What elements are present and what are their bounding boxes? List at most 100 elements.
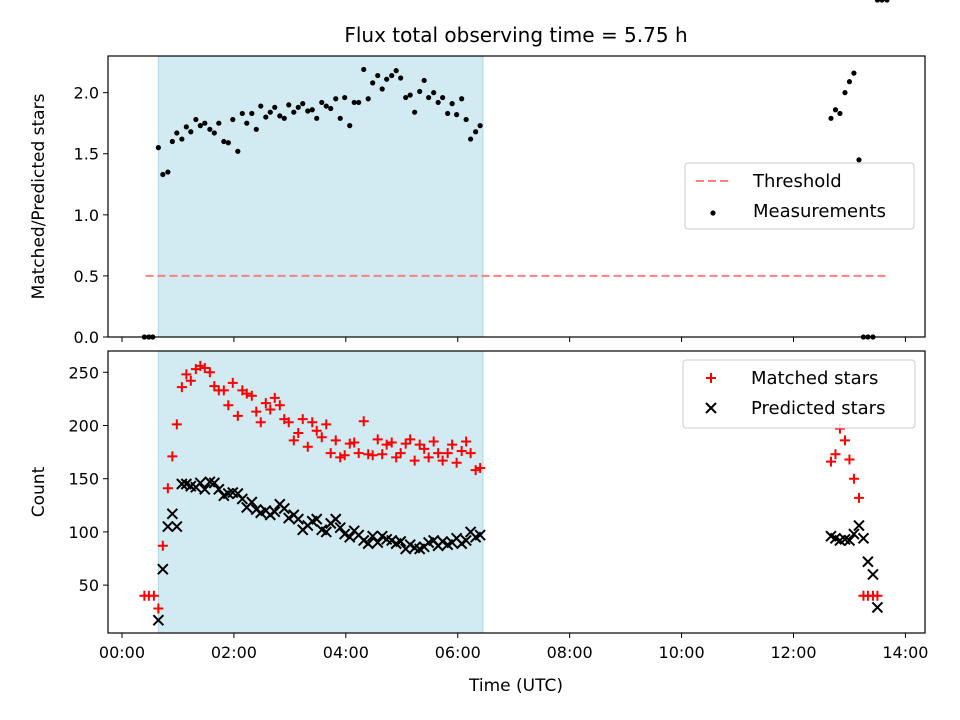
counts-observing-window <box>157 350 484 634</box>
measurements-point <box>207 126 213 132</box>
matched-stars-point <box>433 448 444 459</box>
predicted-stars-point <box>269 505 281 518</box>
matched-stars-point <box>363 449 374 460</box>
ratio-y-axis-label: Matched/Predicted stars <box>29 93 49 299</box>
measurements-point <box>253 126 259 132</box>
matched-stars-point <box>255 417 266 428</box>
measurements-point <box>230 116 236 123</box>
x-tick-label: 00:00 <box>99 643 145 662</box>
matched-stars-point <box>465 448 476 459</box>
measurements-point <box>197 123 203 129</box>
x-tick-label: 08:00 <box>547 643 593 662</box>
predicted-stars-point <box>848 528 860 540</box>
predicted-stars-point <box>171 520 183 533</box>
measurements-point <box>370 80 376 86</box>
predicted-stars-point <box>176 478 188 490</box>
measurements-point <box>174 130 180 136</box>
matched-stars-point <box>395 448 406 459</box>
ratio-window-rect <box>157 55 484 338</box>
predicted-stars-point <box>436 535 449 548</box>
measurements-point <box>155 145 161 151</box>
measurements-point <box>435 99 441 106</box>
x-axis-label: Time (UTC) <box>468 676 563 696</box>
threshold-legend-label: Threshold <box>752 171 842 192</box>
matched-stars-point <box>409 455 420 466</box>
matched-stars-point <box>232 410 243 421</box>
measurements-point <box>351 99 357 106</box>
matched-stars-point <box>185 375 196 386</box>
matched-stars-point <box>848 473 859 484</box>
matched-stars-point <box>269 392 280 403</box>
x-tick-label: 06:00 <box>435 643 481 662</box>
measurements-point <box>263 114 269 120</box>
ratio-legend-box <box>684 162 915 230</box>
counts-axes-frame <box>107 350 926 634</box>
measurements-point <box>449 101 455 107</box>
matched-stars-point <box>405 434 416 445</box>
measurements-point <box>874 0 881 3</box>
measurements-point <box>417 88 423 95</box>
measurements-point <box>249 110 255 117</box>
predicted-stars-point <box>853 519 865 532</box>
matched-stars-point <box>153 603 164 614</box>
matched-stars-point <box>437 455 448 466</box>
predicted-stars-point <box>338 528 351 540</box>
counts-y-tick-label: 250 <box>68 363 99 382</box>
ratio-axes-frame <box>107 55 926 338</box>
measurements-point <box>272 104 278 110</box>
predicted-stars-point <box>372 536 384 549</box>
matched-stars-point <box>447 439 458 450</box>
matched-stars-point <box>167 451 178 462</box>
matched-stars-point <box>825 456 836 467</box>
ratio-y-tick-label: 2.0 <box>74 84 99 103</box>
predicted-stars-point <box>283 512 295 524</box>
measurements-point <box>842 90 848 96</box>
measurements-point <box>459 96 465 102</box>
matched-stars-point <box>321 419 332 430</box>
predicted-stars-legend-label: Predicted stars <box>751 398 885 419</box>
matched-stars-legend-label: Matched stars <box>751 368 878 389</box>
matched-stars-point <box>283 417 294 428</box>
measurements-point <box>431 90 437 96</box>
matched-stars-point <box>344 438 355 449</box>
counts-legend: Matched stars Predicted stars <box>682 359 916 429</box>
measurements-point <box>179 136 185 142</box>
measurements-point <box>473 129 479 135</box>
measurements-point <box>828 115 834 121</box>
measurements-point <box>221 138 227 145</box>
measurements-point <box>379 86 385 92</box>
matched-stars-point <box>844 454 855 465</box>
predicted-stars-point <box>194 477 207 489</box>
matched-stars-point <box>176 382 187 393</box>
measurements-point <box>244 120 250 126</box>
measurements-point <box>309 107 315 113</box>
predicted-stars-point <box>236 493 249 505</box>
measurements-point <box>412 109 418 115</box>
counts-y-tick-label: 100 <box>68 523 99 542</box>
measurements-point <box>188 129 194 135</box>
measurements-legend-label: Measurements <box>753 201 886 222</box>
matched-stars-point <box>381 439 392 450</box>
matched-stars-point <box>241 388 252 399</box>
predicted-stars-point <box>278 502 290 515</box>
matched-stars-point <box>839 435 850 446</box>
matched-stars-point <box>872 590 883 601</box>
measurements-point <box>454 112 460 118</box>
measurements-point <box>202 120 208 126</box>
counts-y-tick-label: 200 <box>68 416 99 435</box>
matched-stars-point <box>293 427 304 438</box>
matched-stars-point <box>251 406 262 417</box>
measurements-point <box>300 101 306 107</box>
measurements-point <box>314 115 320 121</box>
predicted-stars-point <box>460 534 472 547</box>
measurements-point <box>393 68 399 74</box>
measurements-point <box>239 110 245 117</box>
matched-stars-point <box>325 448 336 459</box>
measurements-point <box>211 130 217 136</box>
counts-y-axis: 50 100 150 200 250 <box>68 363 108 595</box>
ratio-x-ticks <box>121 337 906 342</box>
measurements-point <box>468 136 474 142</box>
ratio-series <box>141 0 890 340</box>
predicted-stars-point <box>871 601 884 614</box>
